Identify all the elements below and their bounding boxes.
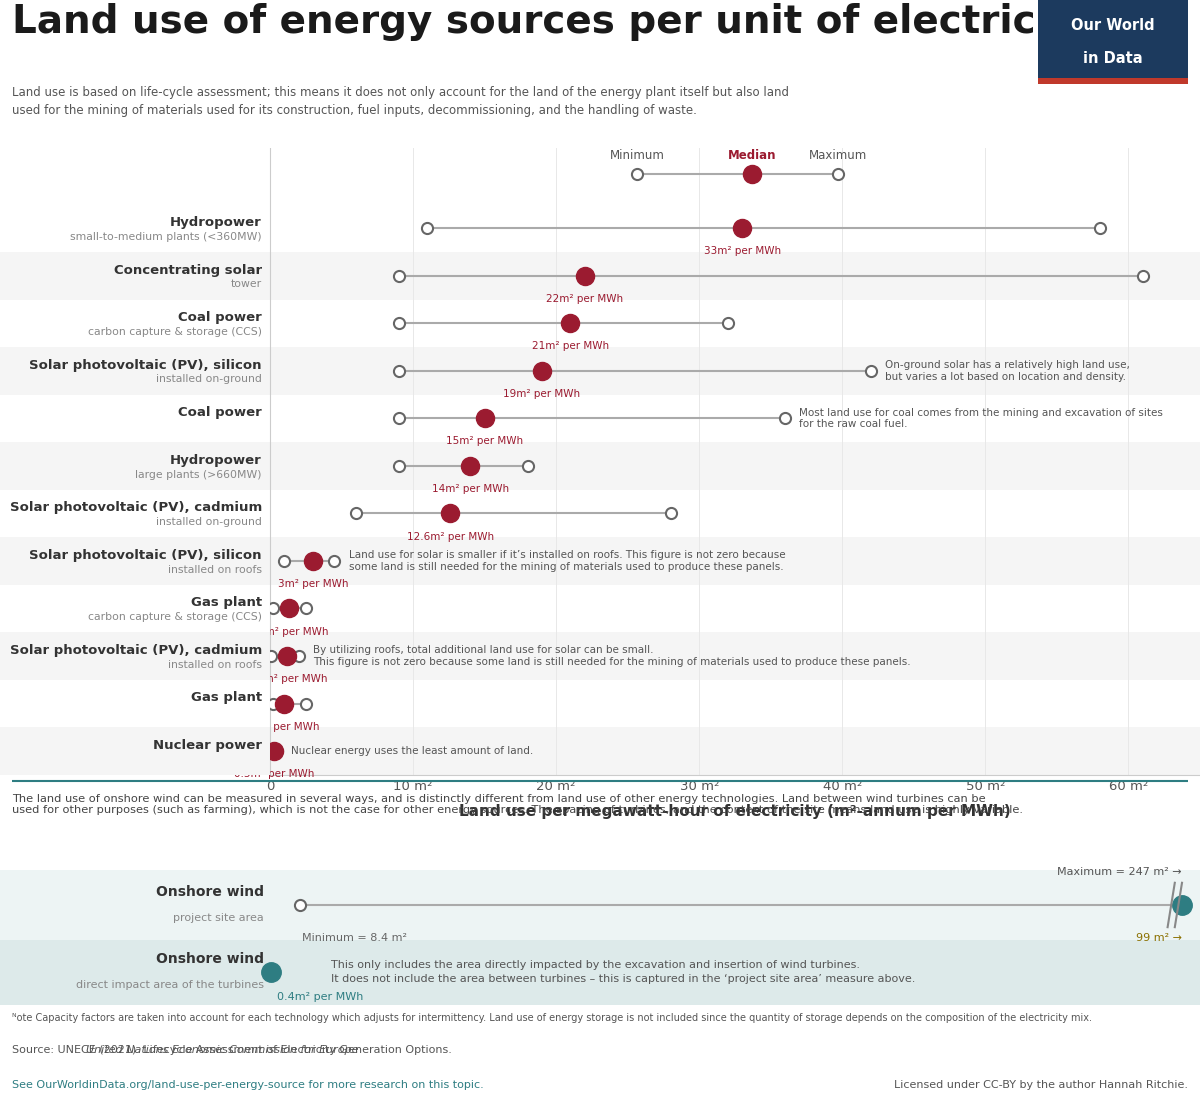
Bar	[270, 300, 1200, 347]
Text: Onshore wind: Onshore wind	[156, 885, 264, 899]
Text: tower: tower	[230, 280, 262, 290]
Text: Minimum: Minimum	[610, 149, 665, 162]
Text: installed on-ground: installed on-ground	[156, 517, 262, 527]
Text: 22m² per MWh: 22m² per MWh	[546, 294, 623, 304]
Text: carbon capture & storage (CCS): carbon capture & storage (CCS)	[88, 612, 262, 622]
Text: 21m² per MWh: 21m² per MWh	[532, 342, 610, 352]
Text: 3m² per MWh: 3m² per MWh	[277, 579, 348, 589]
Text: Coal power: Coal power	[178, 406, 262, 420]
Text: Solar photovoltaic (PV), silicon: Solar photovoltaic (PV), silicon	[29, 548, 262, 562]
Text: in Data: in Data	[1084, 51, 1142, 65]
Text: Licensed under CC-BY by the author Hannah Ritchie.: Licensed under CC-BY by the author Hanna…	[894, 1080, 1188, 1090]
Bar	[0, 204, 270, 252]
Text: 1m² per MWh: 1m² per MWh	[250, 722, 319, 731]
Bar	[270, 679, 1200, 727]
Text: Nuclear energy uses the least amount of land.: Nuclear energy uses the least amount of …	[292, 746, 534, 756]
Text: Land use of energy sources per unit of electricity: Land use of energy sources per unit of e…	[12, 3, 1093, 41]
Text: carbon capture & storage (CCS): carbon capture & storage (CCS)	[88, 327, 262, 337]
Bar	[270, 395, 1200, 442]
Text: project site area: project site area	[173, 914, 264, 924]
Text: Maximum: Maximum	[809, 149, 866, 162]
Text: Hydropower: Hydropower	[170, 216, 262, 229]
Bar	[270, 727, 1200, 775]
Text: 19m² per MWh: 19m² per MWh	[503, 388, 581, 398]
Bar	[0, 585, 270, 633]
Bar	[270, 347, 1200, 395]
Text: Most land use for coal comes from the mining and excavation of sites
for the raw: Most land use for coal comes from the mi…	[799, 407, 1163, 430]
Text: large plants (>660MW): large plants (>660MW)	[136, 470, 262, 480]
Text: o: o	[296, 898, 304, 911]
Bar	[0, 537, 270, 585]
Text: 0.3m² per MWh: 0.3m² per MWh	[234, 769, 314, 779]
Text: Minimum = 8.4 m²: Minimum = 8.4 m²	[302, 932, 408, 942]
Text: direct impact area of the turbines: direct impact area of the turbines	[76, 980, 264, 990]
Text: Hydropower: Hydropower	[170, 454, 262, 466]
Text: By utilizing roofs, total additional land use for solar can be small.
This figur: By utilizing roofs, total additional lan…	[313, 645, 911, 667]
X-axis label: Land use per megawatt-hour of electricity (m²-annum per MWh): Land use per megawatt-hour of electricit…	[460, 805, 1010, 819]
Text: 1.3m² per MWh: 1.3m² per MWh	[248, 626, 329, 636]
Text: Coal power: Coal power	[178, 311, 262, 324]
Bar	[0, 727, 270, 775]
Text: small-to-medium plants (<360MW): small-to-medium plants (<360MW)	[71, 232, 262, 242]
Text: See OurWorldinData.org/land-use-per-energy-source for more research on this topi: See OurWorldinData.org/land-use-per-ener…	[12, 1080, 484, 1090]
Text: Land use for solar is smaller if it’s installed on roofs. This figure is not zer: Land use for solar is smaller if it’s in…	[349, 551, 785, 572]
Text: 15m² per MWh: 15m² per MWh	[446, 436, 523, 446]
Text: Solar photovoltaic (PV), silicon: Solar photovoltaic (PV), silicon	[29, 359, 262, 372]
Bar	[0, 252, 270, 300]
Text: On-ground solar has a relatively high land use,
but varies a lot based on locati: On-ground solar has a relatively high la…	[886, 360, 1130, 382]
Text: Our World: Our World	[1072, 19, 1154, 33]
Text: Median: Median	[727, 149, 776, 162]
Bar	[270, 585, 1200, 633]
Text: Onshore wind: Onshore wind	[156, 951, 264, 966]
Text: installed on-ground: installed on-ground	[156, 374, 262, 384]
Text: installed on roofs: installed on roofs	[168, 659, 262, 669]
Text: 12.6m² per MWh: 12.6m² per MWh	[407, 532, 494, 542]
Bar	[270, 204, 1200, 252]
Text: Gas plant: Gas plant	[191, 596, 262, 609]
Text: 99 m² →: 99 m² →	[1136, 932, 1182, 942]
Text: 0.4m² per MWh: 0.4m² per MWh	[277, 992, 364, 1002]
Bar	[270, 537, 1200, 585]
Text: Concentrating solar: Concentrating solar	[114, 264, 262, 276]
Text: Maximum = 247 m² →: Maximum = 247 m² →	[1057, 867, 1182, 877]
Bar	[0, 347, 270, 395]
Bar	[270, 442, 1200, 490]
Bar	[270, 633, 1200, 679]
Text: United Nations Economic Commission for Europe: United Nations Economic Commission for E…	[86, 1045, 359, 1054]
Text: Nuclear power: Nuclear power	[152, 739, 262, 751]
Text: Gas plant: Gas plant	[191, 692, 262, 705]
Text: This only includes the area directly impacted by the excavation and insertion of: This only includes the area directly imp…	[331, 960, 916, 985]
Text: 14m² per MWh: 14m² per MWh	[432, 484, 509, 494]
Text: The land use of onshore wind can be measured in several ways, and is distinctly : The land use of onshore wind can be meas…	[12, 794, 1022, 815]
Text: Solar photovoltaic (PV), cadmium: Solar photovoltaic (PV), cadmium	[10, 502, 262, 514]
Bar	[0, 679, 270, 727]
Bar	[0, 490, 270, 537]
Text: 33m² per MWh: 33m² per MWh	[703, 246, 781, 256]
Bar	[0, 395, 270, 442]
Text: installed on roofs: installed on roofs	[168, 565, 262, 575]
Text: Solar photovoltaic (PV), cadmium: Solar photovoltaic (PV), cadmium	[10, 644, 262, 657]
Bar	[0, 633, 270, 679]
Text: Land use is based on life-cycle assessment; this means it does not only account : Land use is based on life-cycle assessme…	[12, 85, 790, 117]
Bar	[270, 490, 1200, 537]
Text: 1.2m² per MWh: 1.2m² per MWh	[247, 674, 328, 684]
Bar	[0, 300, 270, 347]
Bar	[270, 252, 1200, 300]
Text: ᴺote Capacity factors are taken into account for each technology which adjusts f: ᴺote Capacity factors are taken into acc…	[12, 1013, 1092, 1023]
Text: Source: UNECE (2021). Lifecycle Assessment of Electricity Generation Options.: Source: UNECE (2021). Lifecycle Assessme…	[12, 1045, 455, 1054]
Bar	[0, 442, 270, 490]
